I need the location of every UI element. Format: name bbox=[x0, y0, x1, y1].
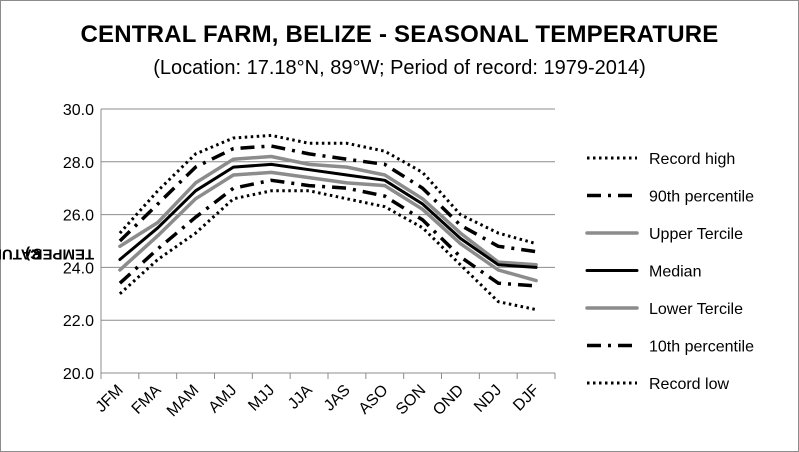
legend-label: Upper Tercile bbox=[649, 226, 743, 243]
x-tick-labels: JFM FMA MAM AMJ MJJ JJA JAS ASO SON OND NDJ DJF bbox=[93, 382, 543, 421]
y-tick-label: 30.0 bbox=[63, 102, 94, 119]
y-tick-label: 26.0 bbox=[63, 208, 94, 225]
legend-label: Record high bbox=[649, 151, 735, 168]
axes bbox=[100, 109, 556, 379]
series-line-lower-tercile bbox=[118, 170, 538, 283]
legend-label: Median bbox=[649, 264, 701, 281]
x-tick-label: FMA bbox=[129, 382, 165, 418]
gridlines bbox=[101, 108, 555, 321]
legend-label: Record low bbox=[649, 376, 729, 393]
series-line-upper-tercile bbox=[118, 154, 538, 267]
x-tick-label: ASO bbox=[356, 382, 392, 418]
y-tick-label: 22.0 bbox=[63, 313, 94, 330]
x-tick-label: MJJ bbox=[245, 382, 278, 415]
series-line-record-low bbox=[118, 189, 537, 312]
x-tick-label: JFM bbox=[93, 382, 127, 416]
legend-label: Lower Tercile bbox=[649, 301, 743, 318]
x-tick-label: SON bbox=[393, 382, 430, 419]
x-tick-label: DJF bbox=[510, 382, 543, 415]
y-tick-label: 28.0 bbox=[63, 155, 94, 172]
series-line-10th-percentile bbox=[118, 178, 537, 288]
x-tick-label: NDJ bbox=[471, 382, 505, 416]
series-line-record-high bbox=[118, 133, 537, 246]
series-line-90th-percentile bbox=[118, 144, 537, 254]
chart-subtitle: (Location: 17.18°N, 89°W; Period of reco… bbox=[153, 57, 646, 79]
legend-label: 10th percentile bbox=[649, 339, 754, 356]
chart-title: CENTRAL FARM, BELIZE - SEASONAL TEMPERAT… bbox=[80, 21, 719, 48]
x-tick-label: JAS bbox=[321, 382, 354, 415]
y-tick-labels: 20.0 22.0 24.0 26.0 28.0 30.0 bbox=[63, 102, 94, 383]
x-tick-label: OND bbox=[430, 382, 467, 419]
x-tick-label: JJA bbox=[285, 382, 316, 413]
series-line-median bbox=[118, 162, 538, 269]
x-tick-label: AMJ bbox=[206, 382, 241, 417]
legend-label: 90th percentile bbox=[649, 189, 754, 206]
y-tick-label: 20.0 bbox=[63, 366, 94, 383]
legend: Record high 90th percentile Upper Tercile M… bbox=[585, 151, 754, 393]
series-lines bbox=[118, 133, 538, 312]
x-tick-label: MAM bbox=[164, 382, 202, 420]
y-tick-label: 24.0 bbox=[63, 260, 94, 277]
